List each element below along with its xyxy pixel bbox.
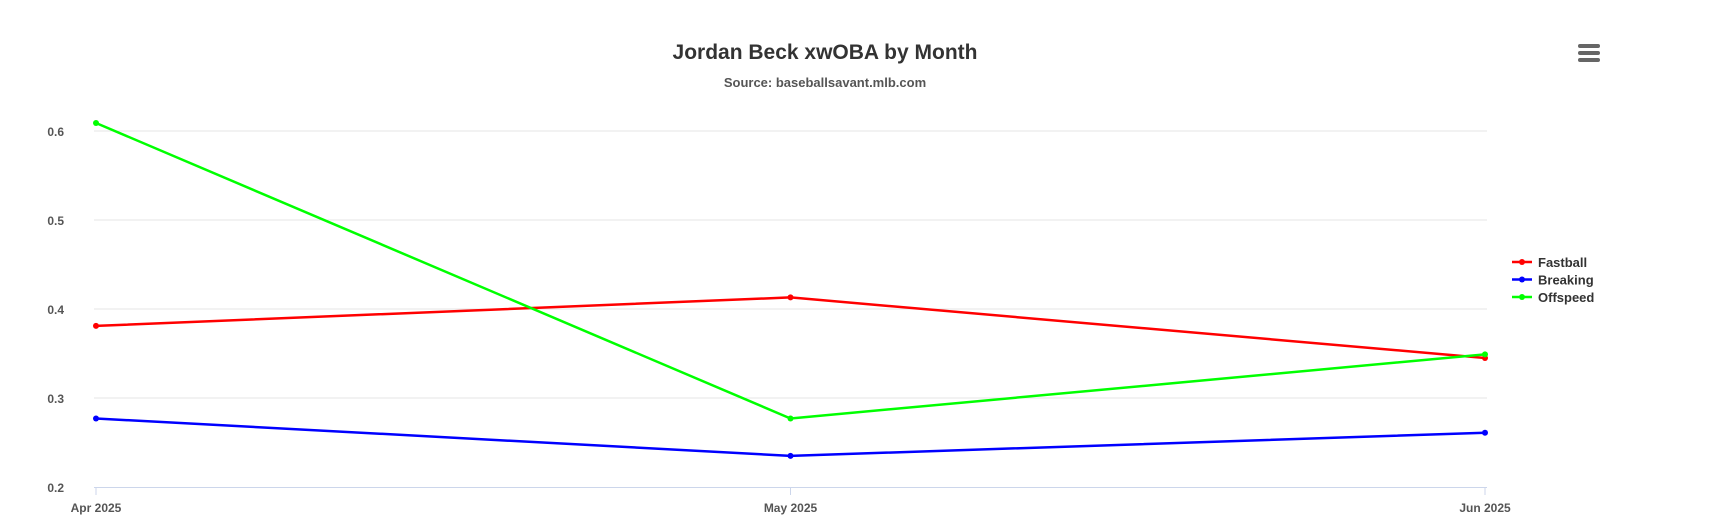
legend-marker	[1519, 276, 1525, 283]
legend-label: Breaking	[1538, 273, 1594, 288]
series-offspeed	[93, 119, 1488, 422]
x-tick-label: May 2025	[764, 501, 818, 515]
series-line-fastball	[95, 296, 1486, 360]
series-line-breaking	[95, 417, 1486, 458]
y-tick-label: 0.3	[47, 392, 64, 406]
y-tick-label: 0.2	[47, 481, 64, 495]
data-point[interactable]	[787, 415, 794, 422]
menu-bar	[1578, 44, 1600, 48]
y-tick-label: 0.4	[47, 303, 64, 317]
menu-bar	[1578, 58, 1600, 62]
grid-lines	[94, 130, 1487, 399]
hamburger-menu-icon[interactable]	[1578, 44, 1600, 64]
data-point[interactable]	[1482, 351, 1488, 358]
y-tick-label: 0.6	[47, 125, 64, 139]
data-point[interactable]	[93, 415, 99, 422]
menu-bar	[1578, 51, 1600, 55]
legend-item-offspeed[interactable]: Offspeed	[1512, 290, 1594, 305]
legend-marker	[1519, 259, 1525, 265]
legend[interactable]: Fastball Breaking Offspeed	[1512, 255, 1594, 305]
axes: 0.2 0.3 0.4 0.5 0.6 Apr 2025 May 2025 Jun 2025	[47, 125, 1511, 515]
legend-label: Fastball	[1538, 255, 1587, 270]
series-fastball	[93, 294, 1488, 361]
data-point[interactable]	[93, 119, 99, 126]
data-point[interactable]	[93, 322, 99, 329]
y-tick-label: 0.5	[47, 214, 64, 228]
legend-item-fastball[interactable]: Fastball	[1512, 255, 1587, 270]
data-point[interactable]	[787, 294, 794, 301]
series-group	[93, 119, 1488, 459]
series-breaking	[93, 415, 1488, 459]
data-point[interactable]	[787, 452, 794, 459]
data-point[interactable]	[1482, 429, 1488, 436]
chart-subtitle: Source: baseballsavant.mlb.com	[724, 75, 926, 90]
x-tick-label: Apr 2025	[71, 501, 122, 515]
legend-label: Offspeed	[1538, 290, 1594, 305]
legend-item-breaking[interactable]: Breaking	[1512, 273, 1594, 288]
x-tick-label: Jun 2025	[1459, 501, 1511, 515]
series-line-offspeed	[95, 121, 1486, 420]
chart-title: Jordan Beck xwOBA by Month	[673, 41, 978, 64]
legend-marker	[1519, 294, 1525, 300]
